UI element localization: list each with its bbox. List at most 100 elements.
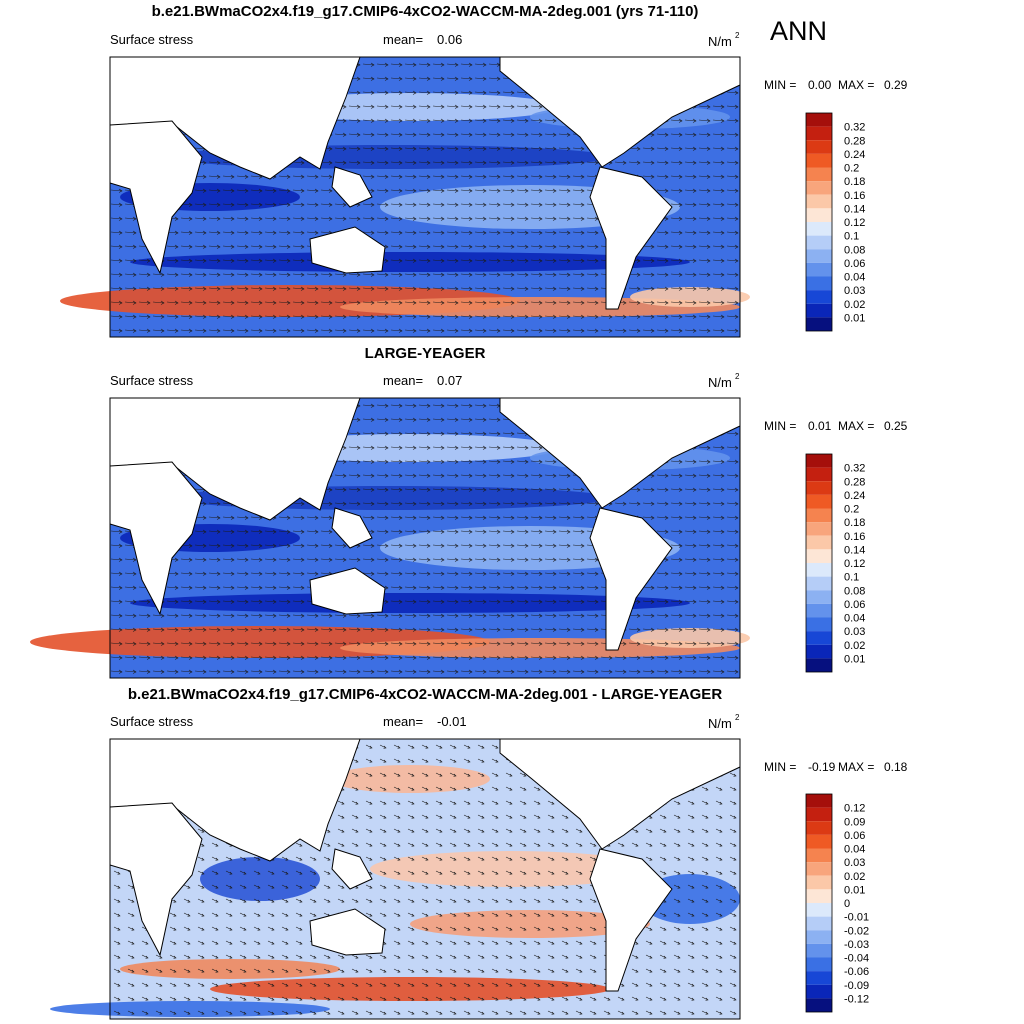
colorbar-box	[806, 889, 832, 903]
colorbar: 0.320.28 0.24 0.20.18 0.160.14 0.12 0.10.08 0.…	[805, 453, 865, 673]
colorbar-box	[806, 167, 832, 182]
colorbar-label: 0.32	[844, 122, 865, 134]
colorbar-box	[806, 563, 832, 577]
colorbar-box	[806, 794, 832, 808]
unit: N/m	[708, 34, 732, 49]
colorbar-label: -0.02	[844, 925, 869, 937]
panel-title: LARGE-YEAGER	[365, 345, 486, 362]
colorbar-box	[806, 807, 832, 822]
colorbar-label: -0.04	[844, 953, 869, 965]
colorbar-box	[806, 508, 832, 523]
colorbar-label: 0.1	[844, 231, 859, 243]
colorbar-label: 0.14	[844, 203, 865, 215]
colorbar-label: 0.01	[844, 312, 865, 324]
colorbar-label: 0.12	[844, 558, 865, 570]
mean-label: mean=	[383, 32, 423, 47]
colorbar-box	[806, 848, 832, 863]
colorbar-box	[806, 290, 832, 304]
colorbar-label: 0.08	[844, 585, 865, 597]
colorbar-box	[806, 617, 832, 632]
colorbar-box	[806, 262, 832, 277]
colorbar-label: 0.06	[844, 258, 865, 270]
colorbar-box	[806, 235, 832, 250]
colorbar-box	[806, 454, 832, 468]
colorbar-box	[806, 181, 832, 195]
mean-label: mean=	[383, 714, 423, 729]
min-label: MIN =	[764, 760, 796, 774]
colorbar-label: 0.03	[844, 857, 865, 869]
map-frame	[109, 738, 741, 1020]
colorbar-box	[806, 834, 832, 849]
colorbar-box	[806, 875, 832, 890]
colorbar-label: -0.12	[844, 993, 869, 1005]
colorbar-box	[806, 113, 832, 127]
colorbar-frame	[805, 453, 833, 673]
colorbar-box	[806, 916, 832, 931]
colorbar-box	[806, 943, 832, 958]
colorbar-box	[806, 467, 832, 482]
min-value: 0.01	[808, 419, 832, 433]
colorbar-label: 0.2	[844, 504, 859, 516]
colorbar-box	[806, 930, 832, 944]
colorbar: 0.320.28 0.24 0.20.18 0.160.14 0.12 0.10.08 0.…	[805, 112, 865, 332]
colorbar-box	[806, 903, 832, 917]
colorbar-label: 0.14	[844, 544, 865, 556]
unit-exponent: 2	[735, 372, 740, 381]
panel: LARGE-YEAGER Surface stress mean= 0.07 N/m 2 M…	[30, 345, 908, 679]
colorbar-label: 0.04	[844, 844, 865, 856]
max-label: MAX =	[838, 760, 874, 774]
colorbar-label: 0.12	[844, 217, 865, 229]
colorbar-frame	[805, 793, 833, 1013]
colorbar-box	[806, 603, 832, 618]
panel-title: b.e21.BWmaCO2x4.f19_g17.CMIP6-4xCO2-WACC…	[128, 686, 722, 703]
min-value: -0.19	[808, 760, 836, 774]
colorbar-box	[806, 194, 832, 209]
colorbar-box	[806, 821, 832, 835]
colorbar-label: 0.03	[844, 626, 865, 638]
panel: b.e21.BWmaCO2x4.f19_g17.CMIP6-4xCO2-WACC…	[60, 3, 908, 338]
colorbar-label: 0.04	[844, 272, 865, 284]
colorbar-box	[806, 644, 832, 659]
min-label: MIN =	[764, 78, 796, 92]
map-frame	[109, 397, 741, 679]
field-label: Surface stress	[110, 32, 194, 47]
max-value: 0.18	[884, 760, 908, 774]
colorbar-box	[806, 208, 832, 222]
map-frame	[109, 56, 741, 338]
mean-value: 0.06	[437, 32, 462, 47]
colorbar-label: 0.02	[844, 299, 865, 311]
colorbar-box	[806, 481, 832, 495]
colorbar-label: -0.06	[844, 966, 869, 978]
colorbar-box	[806, 658, 832, 672]
colorbar-label: 0.01	[844, 653, 865, 665]
colorbar-box	[806, 535, 832, 550]
colorbar: 0.120.09 0.06 0.040.03 0.020.01 0 -0.01-0.02 -…	[805, 793, 869, 1013]
colorbar-label: -0.09	[844, 980, 869, 992]
field-label: Surface stress	[110, 373, 194, 388]
min-label: MIN =	[764, 419, 796, 433]
colorbar-box	[806, 576, 832, 591]
field-label: Surface stress	[110, 714, 194, 729]
colorbar-box	[806, 631, 832, 645]
colorbar-label: 0.06	[844, 830, 865, 842]
season-label: ANN	[770, 16, 827, 46]
colorbar-box	[806, 590, 832, 604]
colorbar-box	[806, 249, 832, 263]
unit-exponent: 2	[735, 31, 740, 40]
colorbar-label: 0	[844, 898, 850, 910]
colorbar-label: 0.24	[844, 149, 865, 161]
map	[60, 56, 750, 338]
colorbar-label: 0.04	[844, 613, 865, 625]
colorbar-label: 0.18	[844, 176, 865, 188]
colorbar-label: 0.12	[844, 803, 865, 815]
colorbar-label: 0.24	[844, 490, 865, 502]
colorbar-label: 0.1	[844, 572, 859, 584]
colorbar-label: -0.01	[844, 912, 869, 924]
panel: b.e21.BWmaCO2x4.f19_g17.CMIP6-4xCO2-WACC…	[50, 686, 908, 1020]
colorbar-box	[806, 317, 832, 331]
colorbar-label: 0.2	[844, 163, 859, 175]
colorbar-box	[806, 303, 832, 318]
colorbar-label: 0.02	[844, 640, 865, 652]
mean-value: 0.07	[437, 373, 462, 388]
